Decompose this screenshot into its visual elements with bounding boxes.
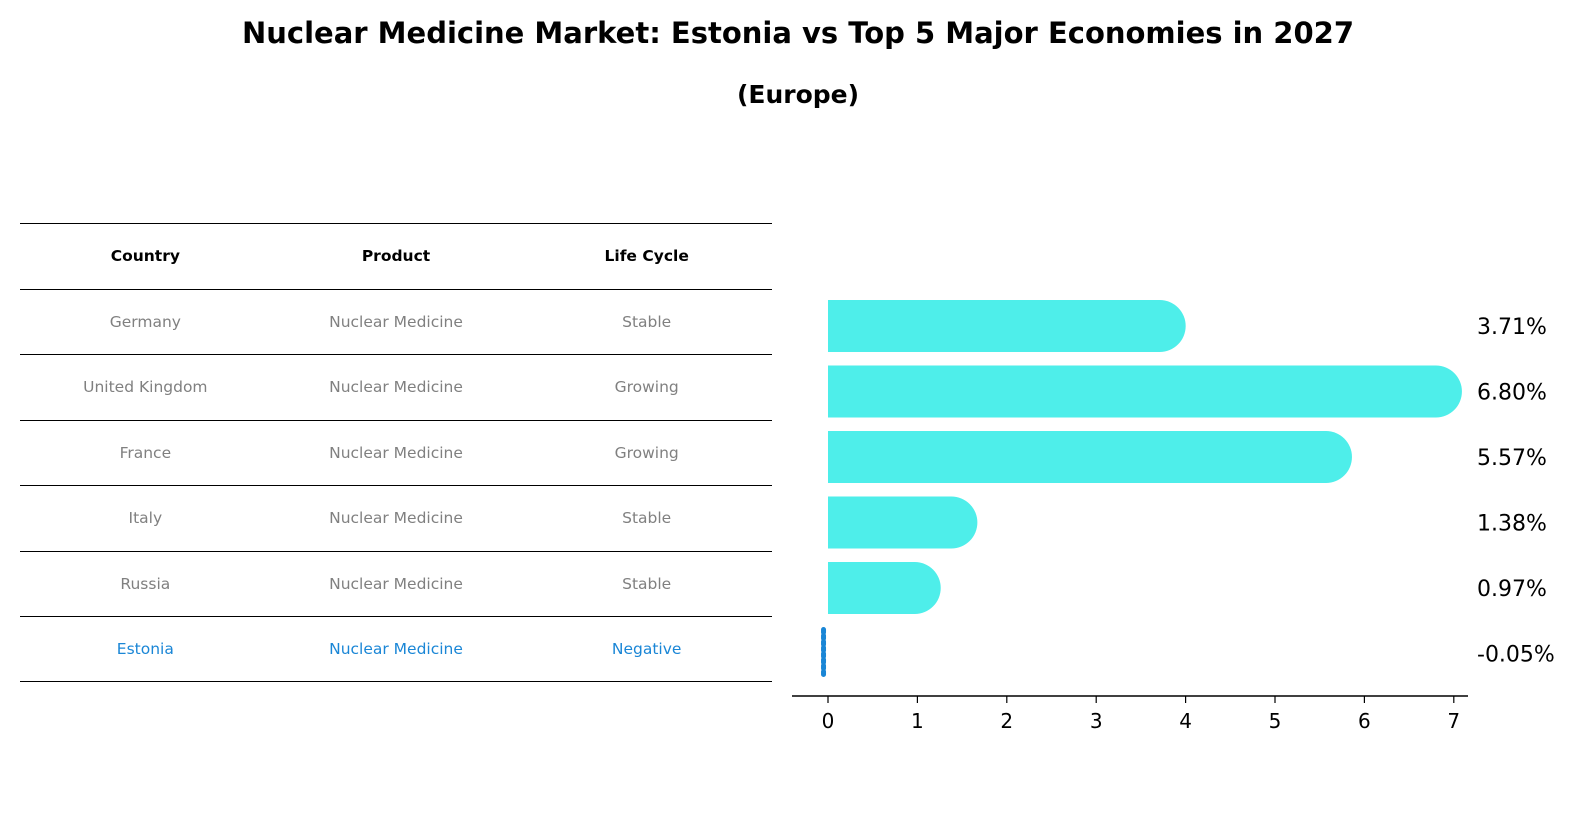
- table-row-highlighted: Estonia Nuclear Medicine Negative: [20, 616, 772, 682]
- bar-value-label: 5.57%: [1477, 446, 1547, 471]
- product-cell: Nuclear Medicine: [329, 443, 463, 462]
- country-cell: Italy: [128, 509, 163, 528]
- header-product: Product: [361, 247, 431, 266]
- market-table: Country Product Life Cycle Germany Nucle…: [20, 223, 772, 682]
- table-row: Italy Nuclear Medicine Stable: [20, 485, 772, 551]
- country-cell: Russia: [120, 574, 171, 593]
- bar-value-label: 0.97%: [1477, 577, 1547, 602]
- bar-value-label: 6.80%: [1477, 381, 1547, 406]
- x-tick-label: 7: [1447, 709, 1460, 733]
- header-life-cycle: Life Cycle: [604, 247, 689, 266]
- bar: [828, 300, 1186, 352]
- x-tick-label: 2: [1000, 709, 1013, 733]
- table-row: Russia Nuclear Medicine Stable: [20, 550, 772, 617]
- x-tick-label: 6: [1358, 709, 1371, 733]
- chart-subtitle: (Europe): [736, 80, 860, 109]
- product-cell: Nuclear Medicine: [329, 312, 463, 331]
- country-cell: France: [119, 443, 172, 462]
- country-cell: Estonia: [116, 639, 174, 658]
- country-cell: United Kingdom: [83, 378, 208, 397]
- bar: [828, 365, 1462, 418]
- life-cycle-cell: Stable: [622, 312, 672, 331]
- life-cycle-cell: Stable: [622, 509, 672, 528]
- bar: [828, 562, 941, 614]
- table-row: Germany Nuclear Medicine Stable: [20, 288, 772, 355]
- x-tick-label: 1: [911, 709, 924, 733]
- life-cycle-cell: Growing: [614, 378, 679, 397]
- life-cycle-cell: Stable: [622, 574, 672, 593]
- table-row: France Nuclear Medicine Growing: [20, 419, 772, 486]
- table-row: United Kingdom Nuclear Medicine Growing: [20, 354, 772, 420]
- product-cell: Nuclear Medicine: [329, 639, 463, 658]
- country-cell: Germany: [109, 312, 181, 331]
- x-tick-label: 4: [1179, 709, 1192, 733]
- bar-value-label: 1.38%: [1477, 512, 1547, 537]
- bar-value-label: 3.71%: [1477, 315, 1547, 340]
- bar: [828, 496, 978, 549]
- header-country: Country: [110, 247, 180, 266]
- bar-value-label: -0.05%: [1477, 643, 1555, 668]
- product-cell: Nuclear Medicine: [329, 574, 463, 593]
- life-cycle-cell: Negative: [611, 639, 682, 658]
- x-tick-label: 3: [1090, 709, 1103, 733]
- bar: [828, 431, 1352, 483]
- x-tick-label: 5: [1269, 709, 1282, 733]
- product-cell: Nuclear Medicine: [329, 378, 463, 397]
- life-cycle-cell: Growing: [614, 443, 679, 462]
- chart-title: Nuclear Medicine Market: Estonia vs Top …: [241, 16, 1355, 50]
- x-tick-label: 0: [822, 709, 835, 733]
- table-header-row: Country Product Life Cycle: [20, 223, 772, 289]
- product-cell: Nuclear Medicine: [329, 509, 463, 528]
